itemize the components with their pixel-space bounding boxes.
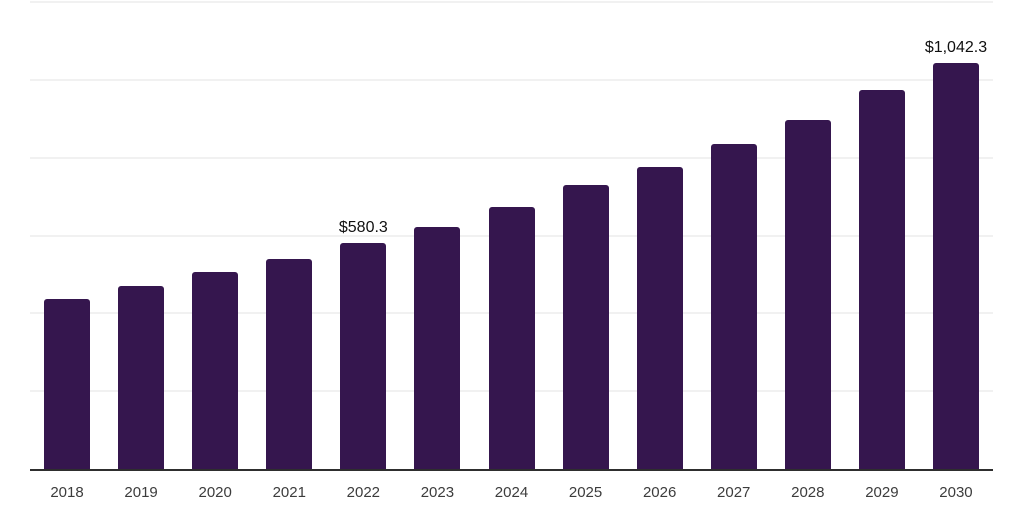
x-tick-2023: 2023 (420, 484, 455, 501)
bar-2026 (636, 167, 683, 469)
bar-2030 (932, 63, 979, 469)
bar-2023 (414, 226, 461, 469)
plot-area: $580.3 $1,042.3 (30, 1, 993, 471)
bar-2029 (858, 89, 905, 469)
x-tick-2026: 2026 (642, 484, 677, 501)
bar-2028 (784, 119, 831, 469)
bar-2018 (44, 298, 91, 469)
x-tick-2021: 2021 (272, 484, 306, 501)
x-tick-2027: 2027 (717, 484, 751, 501)
bar-2020 (192, 272, 239, 469)
gridline-1200 (30, 1, 993, 3)
x-tick-2025: 2025 (568, 484, 603, 501)
value-label-2030: $1,042.3 (924, 39, 988, 57)
x-tick-2019: 2019 (124, 484, 158, 501)
gridline-800 (30, 156, 993, 159)
x-tick-2018: 2018 (50, 484, 84, 501)
gridline-1000 (30, 78, 993, 81)
bar-2019 (118, 286, 165, 469)
bar-2024 (488, 207, 535, 469)
x-tick-2020: 2020 (198, 484, 232, 501)
bar-2021 (266, 258, 313, 469)
x-tick-2022: 2022 (346, 484, 381, 501)
x-axis-labels: 2018 2019 2020 2021 2022 2023 2024 2025 2026 2027… (30, 484, 993, 506)
x-tick-2030: 2030 (939, 484, 973, 501)
x-tick-2029: 2029 (865, 484, 899, 501)
value-label-2022: $580.3 (338, 219, 388, 237)
x-tick-2028: 2028 (791, 484, 825, 501)
bar-2027 (710, 144, 757, 469)
bar-2022 (340, 243, 387, 469)
bar-2025 (562, 184, 609, 469)
x-tick-2024: 2024 (494, 484, 529, 501)
